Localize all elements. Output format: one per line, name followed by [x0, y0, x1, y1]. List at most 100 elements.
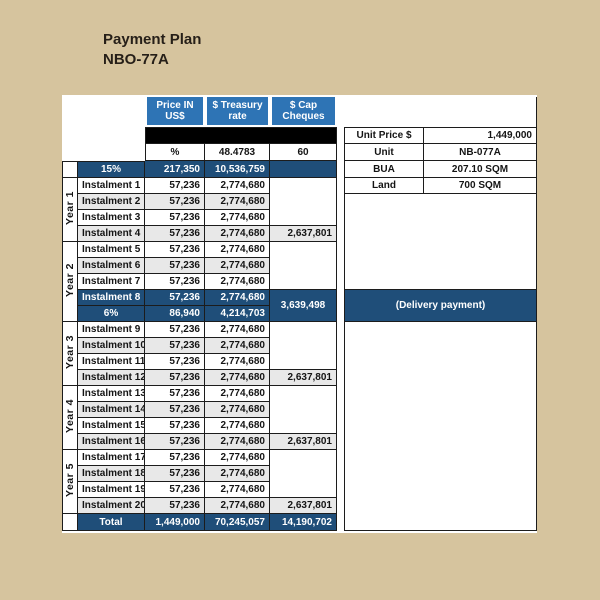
instalment-row: Instalment 6 57,236 2,774,680: [62, 258, 537, 274]
treasury-cell: 2,774,680: [205, 226, 270, 242]
treasury-cell: 2,774,680: [205, 466, 270, 482]
instalment-row: Instalment 7 57,236 2,774,680: [62, 274, 537, 290]
gap: [337, 242, 344, 258]
instalment-label: Instalment 18: [78, 466, 145, 482]
gap: [337, 322, 344, 338]
instalment-label: Instalment 8: [78, 290, 145, 306]
params-cap: 60: [270, 144, 337, 161]
year-1-label: Year 1: [64, 191, 76, 225]
instalment-row: Instalment 10 57,236 2,774,680: [62, 338, 537, 354]
treasury-cell: 2,774,680: [205, 370, 270, 386]
instalment-row: Instalment 19 57,236 2,774,680: [62, 482, 537, 498]
instalment-label: Instalment 1: [78, 178, 145, 194]
year-3-cell: Year 3: [62, 322, 78, 386]
treasury-cell: 2,774,680: [205, 210, 270, 226]
instalment-row: Year 5 Instalment 17 57,236 2,774,680: [62, 450, 537, 514]
year-spacer: [62, 161, 78, 178]
gap: [337, 434, 344, 450]
down-payment-price: 217,350: [145, 161, 205, 178]
price-cell: 57,236: [145, 434, 205, 450]
treasury-cell: 2,774,680: [205, 194, 270, 210]
down-payment-row: 15% 217,350 10,536,759 BUA 207.10 SQM: [62, 161, 537, 178]
gap: [337, 418, 344, 434]
instalment-row: Instalment 16 57,236 2,774,680 2,637,801: [62, 434, 537, 450]
gap: [337, 210, 344, 226]
instalment-label: Instalment 6: [78, 258, 145, 274]
instalment-label: Instalment 14: [78, 402, 145, 418]
price-cell: 57,236: [145, 482, 205, 498]
info-label-unit: Unit: [344, 144, 424, 161]
treasury-cell: 2,774,680: [205, 242, 270, 258]
instalment-row: Instalment 3 57,236 2,774,680: [62, 210, 537, 226]
instalment-row: Instalment 14 57,236 2,774,680: [62, 402, 537, 418]
price-cell: 57,236: [145, 418, 205, 434]
instalment-row-highlighted: Instalment 8 57,236 2,774,680 3,639,498 …: [62, 290, 537, 322]
price-cell: 57,236: [145, 498, 205, 514]
instalment-label: Instalment 11: [78, 354, 145, 370]
price-cell: 57,236: [145, 354, 205, 370]
price-cell: 57,236: [145, 290, 205, 306]
info-value-bua: 207.10 SQM: [424, 161, 537, 178]
treasury-cell: 2,774,680: [205, 258, 270, 274]
instalment-label: Instalment 9: [78, 322, 145, 338]
delivery-installment-label: 6%: [78, 306, 145, 322]
params-price: %: [145, 144, 205, 161]
payment-plan-sheet: Price IN US$ $ Treasury rate $ Cap Chequ…: [62, 95, 537, 533]
total-cap: 14,190,702: [270, 514, 337, 531]
cap-empty-cell: [270, 386, 337, 434]
instalment-row: Instalment 20 57,236 2,774,680 2,637,801: [62, 498, 537, 514]
treasury-cell: 2,774,680: [205, 290, 270, 306]
price-cell: 57,236: [145, 242, 205, 258]
instalment-row: Instalment 18 57,236 2,774,680: [62, 466, 537, 482]
info-panel-blank-box-lower: [344, 322, 537, 531]
year-2-cell: Year 2: [62, 242, 78, 322]
delivery-installment-row: 6% 86,940 4,214,703: [62, 306, 537, 322]
year-5-label: Year 5: [64, 463, 76, 497]
treasury-cell: 2,774,680: [205, 482, 270, 498]
params-treasury: 48.4783: [205, 144, 270, 161]
treasury-cell: 2,774,680: [205, 498, 270, 514]
params-row: % 48.4783 60 Unit NB-077A: [62, 144, 537, 161]
gap: [337, 306, 344, 322]
treasury-cell: 2,774,680: [205, 402, 270, 418]
page-title-line1: Payment Plan: [103, 31, 202, 48]
instalment-label: Instalment 16: [78, 434, 145, 450]
treasury-cell: 2,774,680: [205, 434, 270, 450]
price-cell: 57,236: [145, 402, 205, 418]
instalment-row: Instalment 12 57,236 2,774,680 2,637,801: [62, 370, 537, 386]
info-panel-top-spacer: [344, 97, 537, 127]
total-price: 1,449,000: [145, 514, 205, 531]
treasury-cell: 2,774,680: [205, 386, 270, 402]
gap: [337, 144, 344, 161]
info-label-land: Land: [344, 178, 424, 194]
col-header-treasury: $ Treasury rate: [205, 97, 270, 127]
price-cell: 57,236: [145, 370, 205, 386]
treasury-cell: 2,774,680: [205, 274, 270, 290]
instalment-row: Instalment 2 57,236 2,774,680: [62, 194, 537, 290]
price-cell: 57,236: [145, 450, 205, 466]
cap-cheque-cell: 2,637,801: [270, 434, 337, 450]
treasury-cell: 2,774,680: [205, 418, 270, 434]
gap: [337, 274, 344, 290]
instalment-label: Instalment 10: [78, 338, 145, 354]
instalment-row: Instalment 11 57,236 2,774,680: [62, 354, 537, 370]
instalment-label: Instalment 17: [78, 450, 145, 466]
price-cell: 57,236: [145, 322, 205, 338]
instalment-label: Instalment 3: [78, 210, 145, 226]
cap-cheque-delivery-cell: 3,639,498: [270, 290, 337, 322]
cap-cheque-cell: 2,637,801: [270, 498, 337, 514]
info-panel-blank-box-upper: [344, 194, 537, 290]
cap-empty-cell: [270, 322, 337, 370]
instalment-row: Instalment 4 57,236 2,774,680 2,637,801: [62, 226, 537, 242]
instalment-label: Instalment 15: [78, 418, 145, 434]
info-label-bua: BUA: [344, 161, 424, 178]
info-label-unit-price: Unit Price $: [344, 127, 424, 144]
price-cell: 57,236: [145, 194, 205, 210]
instalment-row: Year 3 Instalment 9 57,236 2,774,680: [62, 322, 537, 531]
gap: [337, 354, 344, 370]
gap: [337, 450, 344, 466]
cap-empty-cell: [270, 450, 337, 498]
treasury-cell: 2,774,680: [205, 178, 270, 194]
col-header-cap: $ Cap Cheques: [270, 97, 337, 127]
year-spacer: [62, 514, 78, 531]
